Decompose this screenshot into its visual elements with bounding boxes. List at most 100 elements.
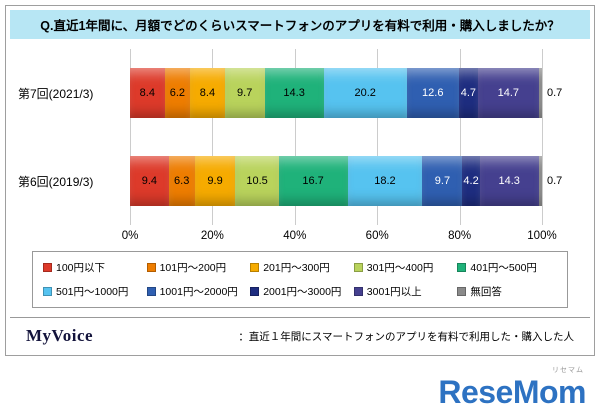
legend-label: 301円～400円 [366,262,434,274]
legend-swatch [250,263,260,272]
bar-segment: 8.4 [190,68,225,118]
bar-row: 第7回(2021/3) 8.4 6.2 8.4 9.7 14.3 20.2 12.6 4.7 14… [18,49,582,137]
x-tick: 80% [448,230,472,242]
legend-label: 401円～500円 [470,262,537,274]
bar-segment: 6.2 [164,68,191,118]
segment-value: 4.2 [463,175,479,187]
legend-item: 100円以下 [43,260,143,275]
outside-value: 0.7 [547,87,563,99]
bar-segment: 4.2 [462,156,480,206]
legend-label: 3001円以上 [366,286,422,298]
legend: 100円以下 101円～200円 201円～300円 301円～400円 401円～50… [32,251,568,308]
bar-segment: 14.3 [479,156,539,206]
legend-label: 100円以下 [56,262,106,274]
gridline [542,49,543,225]
segment-value: 9.7 [434,175,451,187]
segment-value: 9.4 [141,175,157,187]
legend-swatch [353,287,363,296]
legend-swatch [457,263,467,272]
legend-label: 無回答 [470,286,502,298]
segment-value: 6.3 [174,175,190,187]
gridline [377,49,379,225]
bar-segment: 9.4 [130,156,169,206]
segment-value: 12.6 [422,87,444,99]
legend-item: 101円～200円 [146,260,247,275]
footer-note: ：直近１年間にスマートフォンのアプリを有料で利用した・購入した人 [238,330,574,343]
segment-value: 14.3 [498,175,520,187]
segment-value: 16.7 [302,175,324,187]
gridline [459,49,461,225]
stacked-bar: 8.4 6.2 8.4 9.7 14.3 20.2 12.6 4.7 14.7 [130,68,542,118]
bar-segment: 14.7 [478,68,539,118]
outside-value: 0.7 [547,175,563,187]
resemom-logo: リセマム ReseMom [438,367,586,410]
legend-swatch [43,287,52,296]
legend-label: 101円～200円 [159,262,227,274]
segment-value: 14.7 [497,87,520,99]
bar-segment: 9.7 [224,68,265,118]
legend-swatch [146,287,156,296]
segment-value: 10.5 [246,175,268,187]
x-axis: 0% 20% 40% 60% 80% 100% [122,227,557,247]
segment-value: 8.4 [199,87,216,99]
segment-value: 9.9 [207,175,223,187]
bar-row: 第6回(2019/3) 9.4 6.3 9.9 10.5 16.7 18.2 9.7 4.2 14… [18,137,582,225]
bar-segment [538,156,542,206]
bar-segment: 14.3 [264,68,324,118]
resemom-wordmark: ReseMom [438,374,586,410]
legend-item: 501円～1000円 [43,284,143,299]
legend-item: 1001円～2000円 [146,284,247,299]
brand-row: リセマム ReseMom [0,356,600,408]
legend-item: 2001円～3000円 [250,284,350,299]
bar-segment: 18.2 [347,156,423,206]
x-tick: 60% [365,230,389,242]
gridline [212,49,214,225]
bar-segment: 9.9 [194,156,236,206]
bar-segment: 16.7 [278,156,348,206]
legend-swatch [457,287,467,296]
legend-swatch [250,287,260,296]
legend-item: 3001円以上 [353,284,454,299]
legend-swatch [353,263,363,272]
x-tick: 0% [121,230,139,242]
chart-title: Q.直近1年間に、月額でどのくらいスマートフォンのアプリを有料で利用・購入しまし… [10,10,590,39]
bar-segment: 4.7 [458,68,479,118]
chart-frame: Q.直近1年間に、月額でどのくらいスマートフォンのアプリを有料で利用・購入しまし… [5,5,595,356]
x-tick: 100% [527,230,557,242]
stacked-bar: 9.4 6.3 9.9 10.5 16.7 18.2 9.7 4.2 14.3 [130,156,542,206]
legend-label: 2001円～3000円 [263,286,342,298]
row-label: 第7回(2021/3) [18,86,94,101]
legend-swatch [43,263,52,272]
legend-item: 401円～500円 [457,260,557,275]
legend-label: 201円～300円 [263,262,330,274]
legend-item: 201円～300円 [250,260,350,275]
x-tick: 40% [283,230,307,242]
legend-item: 無回答 [457,284,557,299]
legend-label: 501円～1000円 [56,286,129,298]
bar-segment: 8.4 [130,68,165,118]
bar-segment: 20.2 [323,68,407,118]
footer: MyVoice ：直近１年間にスマートフォンのアプリを有料で利用した・購入した人 [10,317,590,351]
legend-swatch [146,263,156,272]
legend-label: 1001円～2000円 [159,286,238,298]
segment-value: 20.2 [354,87,376,99]
bar-segment: 6.3 [168,156,195,206]
segment-value: 9.7 [237,87,253,99]
bar-segment [538,68,542,118]
segment-value: 8.4 [139,87,155,99]
bar-segment: 10.5 [235,156,279,206]
segment-value: 4.7 [460,87,477,99]
gridline [294,49,296,225]
row-label: 第6回(2019/3) [18,174,94,189]
legend-item: 301円～400円 [353,260,454,275]
segment-value: 14.3 [283,87,305,99]
bar-rows: 第7回(2021/3) 8.4 6.2 8.4 9.7 14.3 20.2 12.6 4.7 14… [18,49,582,225]
bar-segment: 9.7 [422,156,463,206]
plot-area: 第7回(2021/3) 8.4 6.2 8.4 9.7 14.3 20.2 12.6 4.7 14… [18,49,582,247]
bar-segment: 12.6 [406,68,459,118]
resemom-ruby: リセマム [552,367,584,374]
gridline [130,49,131,225]
myvoice-logo: MyVoice [26,326,94,345]
segment-value: 18.2 [374,175,396,187]
segment-value: 6.2 [169,87,185,99]
